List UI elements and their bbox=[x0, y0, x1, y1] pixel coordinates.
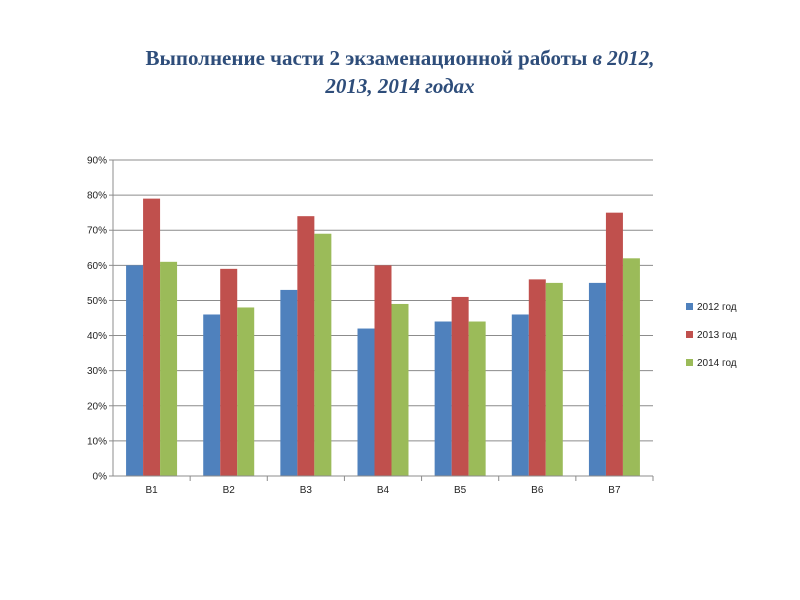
legend: 2012 год 2013 год 2014 год bbox=[686, 302, 737, 369]
y-tick-label: 90% bbox=[87, 156, 107, 167]
x-tick-label: В2 bbox=[223, 485, 236, 496]
x-tick-label: В7 bbox=[608, 485, 621, 496]
bar-2013-год-В1 bbox=[143, 198, 161, 476]
bar-2013-год-В3 bbox=[297, 216, 315, 476]
tick-labels: 0% 10% 20% 30% 40% 50% 60% 70% 80% 90% В1 В2 В3 В4 В5 В… bbox=[87, 156, 621, 497]
y-tick-label: 0% bbox=[93, 472, 108, 483]
bar-2012-год-В3 bbox=[280, 289, 298, 476]
bar-2013-год-В5 bbox=[451, 296, 469, 476]
y-tick-label: 20% bbox=[87, 401, 107, 412]
legend-label: 2013 год bbox=[697, 330, 737, 341]
bar-2014-год-В7 bbox=[622, 258, 640, 476]
bar-2013-год-В4 bbox=[374, 265, 392, 476]
legend-swatch bbox=[686, 303, 693, 310]
y-tick-label: 10% bbox=[87, 436, 107, 447]
bar-2014-год-В1 bbox=[160, 261, 178, 476]
bar-2013-год-В2 bbox=[220, 268, 238, 476]
bar-2012-год-В5 bbox=[434, 321, 452, 476]
x-tick-label: В6 bbox=[531, 485, 544, 496]
x-tick-label: В3 bbox=[300, 485, 313, 496]
y-tick-label: 80% bbox=[87, 191, 107, 202]
y-tick-label: 70% bbox=[87, 226, 107, 237]
bar-2014-год-В4 bbox=[391, 303, 409, 476]
bar-2014-год-В5 bbox=[468, 321, 486, 476]
bar-2012-год-В6 bbox=[511, 314, 529, 476]
legend-label: 2014 год bbox=[697, 358, 737, 369]
bar-2014-год-В6 bbox=[545, 282, 563, 476]
axes bbox=[109, 159, 654, 481]
bar-2012-год-В1 bbox=[126, 265, 144, 476]
legend-swatch bbox=[686, 359, 693, 366]
bar-2014-год-В3 bbox=[314, 233, 332, 476]
x-tick-label: В1 bbox=[145, 485, 158, 496]
bar-2014-год-В2 bbox=[237, 307, 255, 476]
y-tick-label: 60% bbox=[87, 261, 107, 272]
x-tick-label: В4 bbox=[377, 485, 390, 496]
title-years-a: в 2012, bbox=[592, 46, 655, 70]
x-tick-label: В5 bbox=[454, 485, 467, 496]
legend-label: 2012 год bbox=[697, 302, 737, 313]
y-tick-label: 30% bbox=[87, 366, 107, 377]
bar-2013-год-В7 bbox=[605, 212, 623, 476]
bar-2012-год-В7 bbox=[588, 282, 606, 476]
y-tick-label: 40% bbox=[87, 331, 107, 342]
y-tick-label: 50% bbox=[87, 296, 107, 307]
legend-swatch bbox=[686, 331, 693, 338]
bar-2012-год-В4 bbox=[357, 328, 375, 476]
bar-2012-год-В2 bbox=[203, 314, 221, 476]
chart-title: Выполнение части 2 экзаменационной работ… bbox=[80, 44, 720, 100]
bar-2013-год-В6 bbox=[528, 279, 546, 476]
title-main: Выполнение части 2 экзаменационной работ… bbox=[145, 46, 588, 70]
title-years-b: 2013, 2014 годах bbox=[325, 74, 475, 98]
bars bbox=[126, 198, 640, 476]
